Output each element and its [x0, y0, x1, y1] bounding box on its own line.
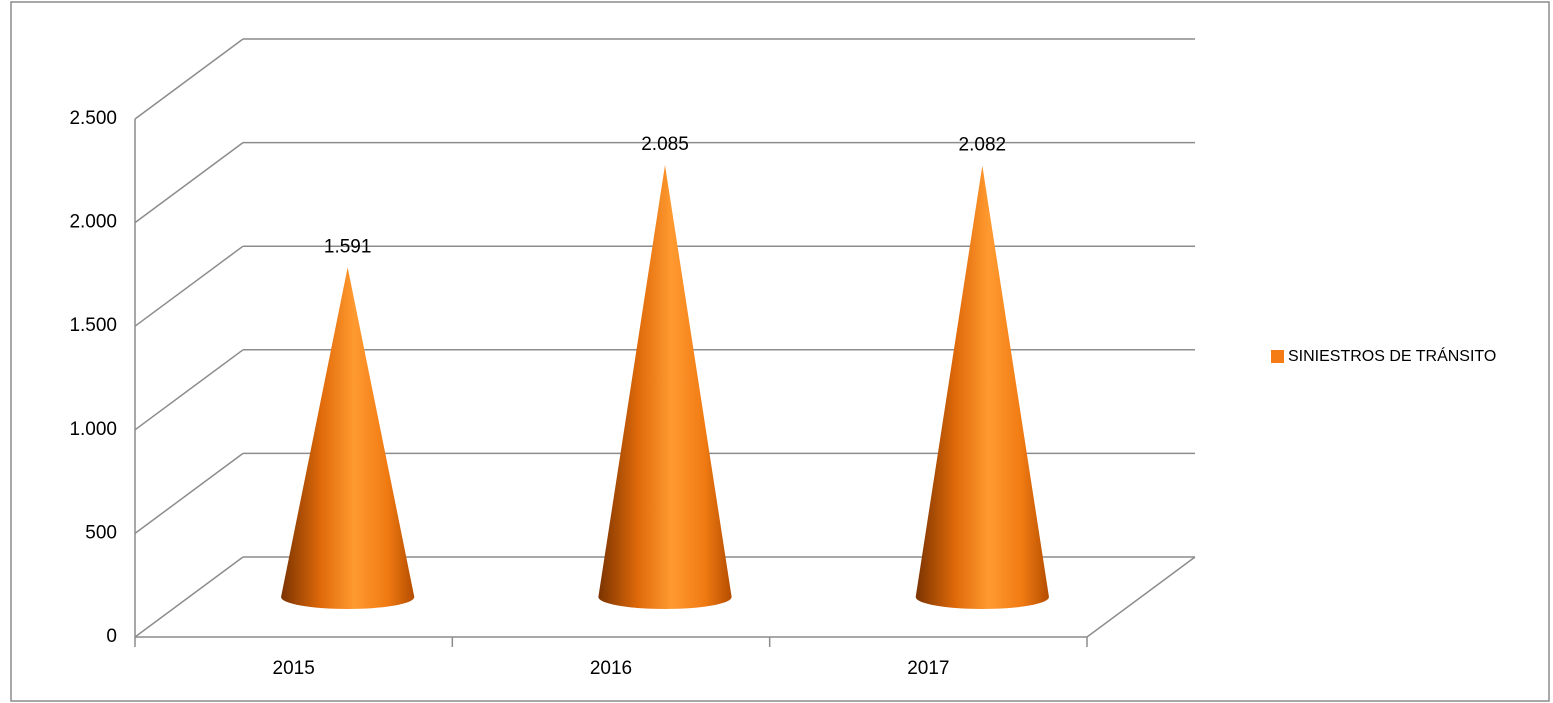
- grid-line-side: [134, 349, 244, 431]
- y-tick-label: 0: [106, 626, 117, 647]
- cone: [598, 164, 732, 609]
- y-tick-label: 1.500: [69, 315, 117, 336]
- cone: [915, 165, 1049, 609]
- value-label: 1.591: [324, 236, 372, 257]
- cone: [281, 267, 415, 609]
- grid-line-side: [134, 556, 244, 638]
- x-tick-label: 2015: [273, 658, 315, 679]
- grid-line-side: [134, 245, 244, 327]
- grid-line-side: [134, 452, 244, 535]
- y-tick-label: 1.000: [69, 419, 117, 440]
- y-tick-label: 2.500: [69, 108, 117, 129]
- value-label: 2.085: [641, 134, 689, 155]
- legend-swatch: [1271, 350, 1284, 363]
- y-tick-label: 2.000: [69, 212, 117, 233]
- grid-line-side: [134, 141, 244, 224]
- chart-border: [10, 1, 1550, 702]
- legend-label: SINIESTROS DE TRÁNSITO: [1288, 346, 1496, 365]
- floor-edge: [1086, 556, 1196, 638]
- x-tick-label: 2017: [907, 658, 949, 679]
- value-label: 2.082: [959, 135, 1007, 156]
- grid-line-side: [134, 38, 244, 120]
- y-tick-label: 500: [85, 522, 117, 543]
- x-tick-label: 2016: [590, 658, 632, 679]
